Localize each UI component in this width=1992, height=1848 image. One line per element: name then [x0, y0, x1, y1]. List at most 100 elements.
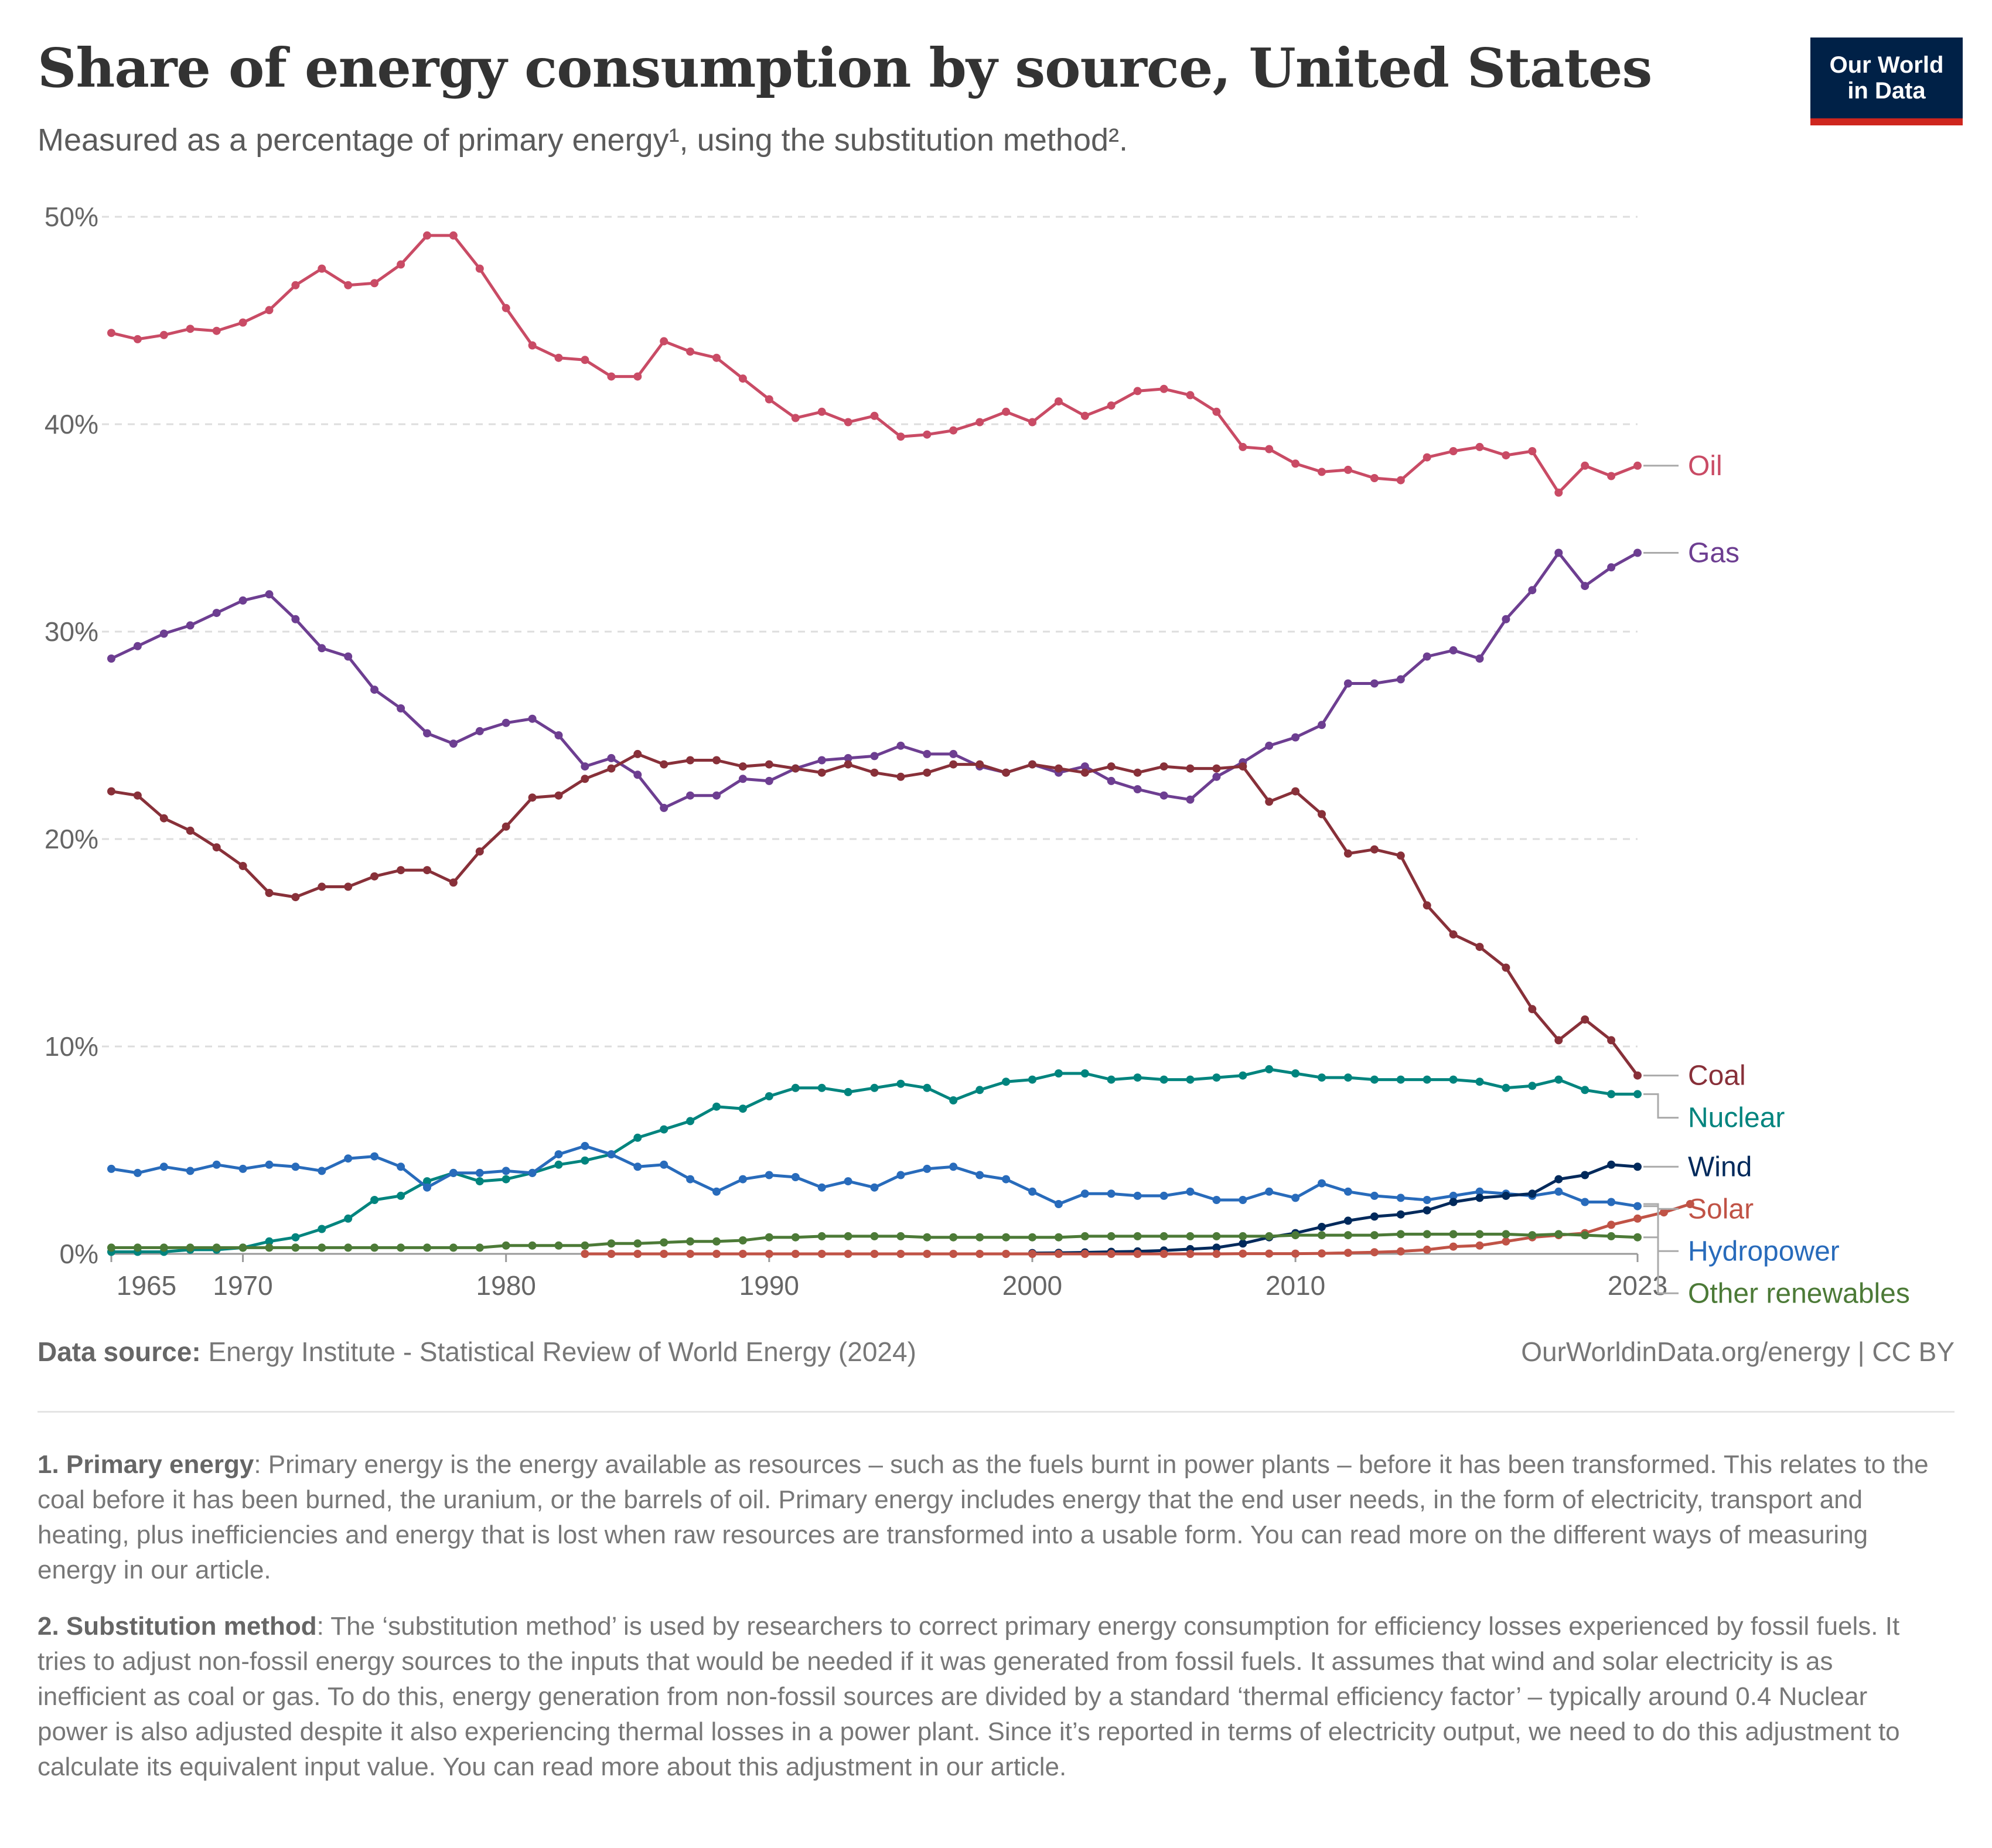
data-point — [1239, 442, 1247, 451]
data-point — [344, 1154, 353, 1163]
data-point — [1212, 1073, 1221, 1082]
source-link[interactable]: OurWorldinData.org/energy | CC BY — [1521, 1336, 1955, 1367]
series-oil[interactable] — [107, 231, 1642, 497]
data-point — [186, 1243, 195, 1252]
data-point — [1449, 930, 1458, 939]
series-hydropower[interactable] — [107, 1141, 1642, 1211]
data-point — [1423, 1075, 1431, 1084]
data-point — [1475, 442, 1484, 451]
data-point — [949, 760, 958, 769]
data-point — [1080, 762, 1089, 771]
data-point — [975, 1171, 984, 1179]
data-point — [370, 279, 379, 288]
data-point — [1607, 1220, 1616, 1229]
data-point — [817, 407, 826, 416]
data-point — [397, 704, 405, 712]
series-coal[interactable] — [107, 749, 1642, 1080]
data-point — [1475, 654, 1484, 663]
logo-line-2: in Data — [1847, 78, 1926, 104]
data-point — [1186, 1250, 1195, 1258]
data-point — [1607, 1160, 1616, 1169]
owid-logo[interactable]: Our World in Data — [1810, 37, 1963, 125]
data-point — [1343, 1187, 1352, 1196]
series-nuclear[interactable] — [107, 1065, 1642, 1256]
data-point — [581, 1141, 589, 1150]
data-point — [844, 1087, 852, 1096]
data-point — [1002, 407, 1011, 416]
data-point — [1396, 476, 1405, 485]
footnote-substitution-method: 2. Substitution method: The ‘substitutio… — [37, 1609, 1942, 1785]
data-point — [1449, 1230, 1458, 1239]
data-point — [528, 714, 537, 723]
series-wind[interactable] — [1028, 1160, 1642, 1257]
data-point — [1107, 1250, 1116, 1258]
x-tick-label: 1990 — [739, 1270, 799, 1301]
data-point — [1186, 764, 1195, 773]
data-point — [291, 615, 300, 623]
series-lines — [107, 231, 1694, 1258]
data-point — [1318, 1073, 1326, 1082]
data-point — [1528, 1082, 1537, 1090]
data-point — [1396, 1194, 1405, 1202]
data-point — [1291, 787, 1300, 796]
data-point — [1239, 1232, 1247, 1240]
data-point — [212, 1243, 221, 1252]
data-point — [107, 654, 115, 663]
data-point — [844, 753, 852, 762]
y-tick-label: 30% — [45, 616, 98, 647]
data-point — [844, 1232, 852, 1240]
data-point — [1318, 721, 1326, 729]
data-point — [1449, 1075, 1458, 1084]
series-label: Nuclear — [1688, 1103, 1785, 1134]
data-point — [1002, 768, 1011, 777]
data-point — [423, 1183, 431, 1192]
label-connector — [1643, 1236, 1679, 1294]
data-point — [765, 1092, 773, 1100]
y-tick-label: 10% — [45, 1031, 98, 1062]
logo-line-1: Our World — [1829, 52, 1944, 78]
series-end-labels: Oil Gas Coal Nuclear Wind Solar Hydropower Othe… — [1643, 451, 1910, 1309]
data-point — [159, 629, 168, 638]
data-point — [212, 843, 221, 852]
data-point — [1133, 387, 1142, 395]
data-point — [344, 1243, 353, 1252]
data-point — [107, 1243, 115, 1252]
data-point — [817, 1232, 826, 1240]
source-label: Data source: — [37, 1336, 201, 1367]
data-point — [1423, 1196, 1431, 1204]
data-point — [1396, 1230, 1405, 1239]
data-point — [1002, 1233, 1011, 1242]
data-point — [1607, 563, 1616, 572]
data-point — [1159, 384, 1168, 393]
data-point — [1633, 1214, 1642, 1223]
data-point — [1239, 1071, 1247, 1080]
source-text[interactable]: Energy Institute - Statistical Review of… — [208, 1336, 916, 1367]
data-point — [975, 1086, 984, 1095]
label-connector — [1643, 1205, 1679, 1252]
data-point — [554, 1241, 563, 1250]
series-other-renewables[interactable] — [107, 1230, 1642, 1252]
data-point — [370, 1152, 379, 1161]
data-point — [1107, 1232, 1116, 1240]
data-point — [397, 1191, 405, 1200]
data-point — [502, 1167, 510, 1175]
end-label-oil: Oil — [1643, 451, 1722, 482]
data-point — [449, 1168, 458, 1177]
data-point — [1159, 1075, 1168, 1084]
data-point — [554, 731, 563, 739]
data-point — [870, 1250, 879, 1258]
series-label: Gas — [1688, 537, 1739, 568]
data-point — [712, 1250, 721, 1258]
data-point — [1028, 1075, 1036, 1084]
data-point — [1475, 1194, 1484, 1202]
data-point — [765, 1233, 773, 1242]
data-point — [159, 814, 168, 823]
data-point — [660, 1238, 668, 1247]
x-tick-label: 2010 — [1266, 1270, 1325, 1301]
data-point — [1581, 1086, 1589, 1095]
data-point — [660, 760, 668, 769]
data-point — [344, 1214, 353, 1223]
data-point — [1054, 397, 1063, 406]
data-point — [1607, 1232, 1616, 1240]
data-point — [1343, 1216, 1352, 1225]
